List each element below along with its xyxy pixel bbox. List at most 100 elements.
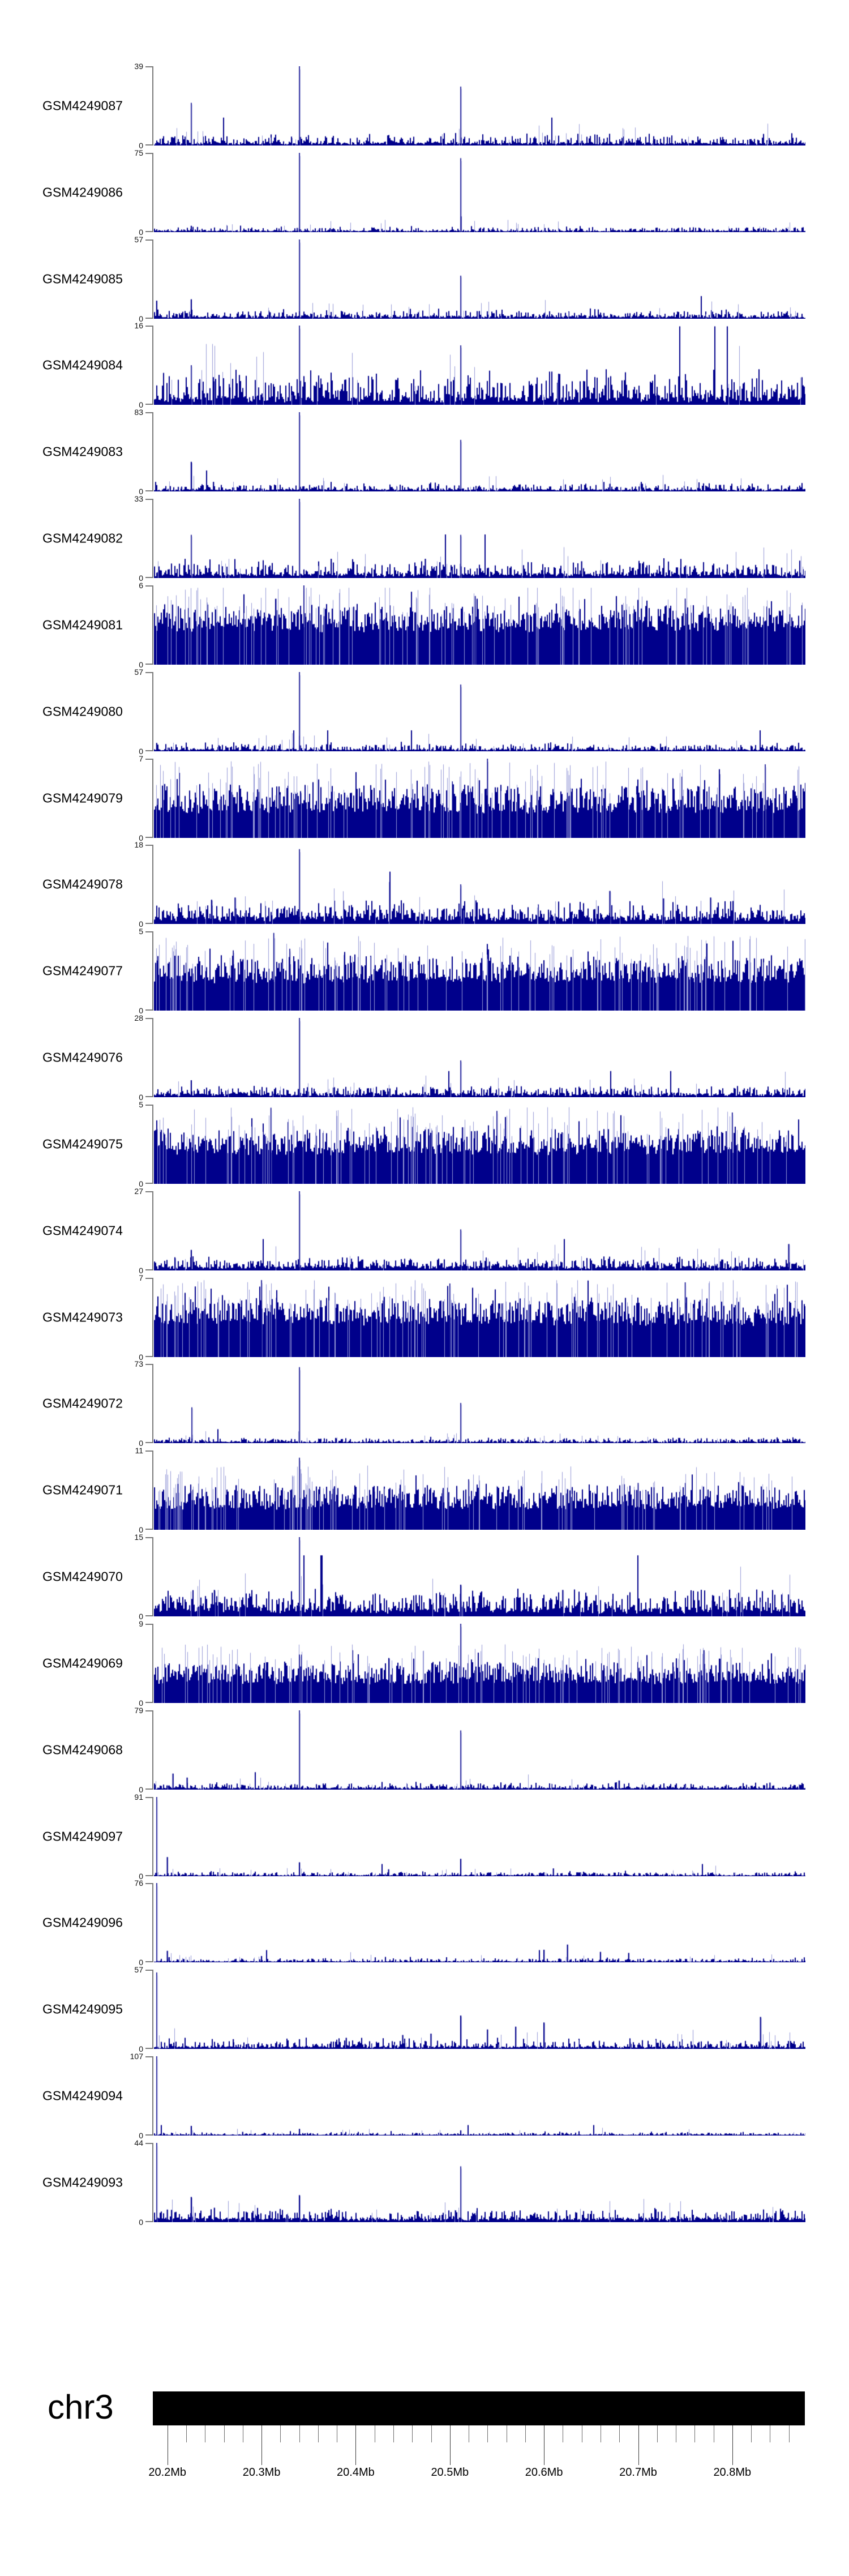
track-y-axis-line [152, 845, 153, 924]
track-row: GSM4249083 83 0 [0, 408, 849, 495]
ruler-minor-tick [299, 2425, 300, 2442]
track-signal-canvas [154, 845, 805, 924]
ruler-minor-tick [186, 2425, 187, 2442]
track-ymin-label: 0 [139, 1958, 143, 1967]
track-ymin-label: 0 [139, 487, 143, 496]
track-ymax-label: 11 [135, 1446, 143, 1455]
ruler-tick-label: 20.2Mb [148, 2466, 187, 2479]
track-row: GSM4249084 16 0 [0, 322, 849, 409]
track-label: GSM4249073 [42, 1310, 123, 1325]
axis-tick-bottom [145, 1356, 153, 1357]
ruler-minor-tick [694, 2425, 696, 2442]
track-label: GSM4249070 [42, 1569, 123, 1584]
track-label: GSM4249096 [42, 1915, 123, 1930]
track-label: GSM4249078 [42, 876, 123, 892]
track-signal-canvas [154, 1710, 805, 1790]
ruler-minor-tick [280, 2425, 281, 2442]
axis-tick-top [145, 1105, 153, 1106]
axis-tick-bottom [145, 231, 153, 232]
track-label: GSM4249095 [42, 2001, 123, 2017]
track-ymin-label: 0 [139, 314, 143, 323]
track-row: GSM4249086 75 0 [0, 149, 849, 236]
track-label: GSM4249085 [42, 271, 123, 286]
track-row: GSM4249072 73 0 [0, 1360, 849, 1447]
track-label: GSM4249093 [42, 2175, 123, 2190]
axis-tick-bottom [145, 1183, 153, 1184]
track-ymax-label: 5 [139, 927, 143, 936]
track-signal-canvas [154, 1970, 805, 2049]
track-y-axis-line [152, 1105, 153, 1184]
axis-tick-bottom [145, 1875, 153, 1876]
axis-tick-top [145, 1364, 153, 1365]
track-ymax-label: 44 [134, 2138, 143, 2147]
track-label: GSM4249083 [42, 444, 123, 459]
track-ymin-label: 0 [139, 1612, 143, 1621]
track-ymin-label: 0 [139, 1785, 143, 1794]
ruler-tick-label: 20.4Mb [337, 2466, 375, 2479]
axis-tick-top [145, 499, 153, 500]
chromosome-ideogram [153, 2391, 805, 2425]
track-label: GSM4249077 [42, 963, 123, 978]
ruler-minor-tick [393, 2425, 394, 2442]
track-ymax-label: 91 [134, 1792, 143, 1802]
track-signal-canvas [154, 1450, 805, 1530]
axis-tick-bottom [145, 2221, 153, 2222]
axis-tick-top [145, 412, 153, 413]
track-label: GSM4249075 [42, 1136, 123, 1152]
track-ymin-label: 0 [139, 1525, 143, 1534]
axis-tick-top [145, 239, 153, 241]
track-label: GSM4249079 [42, 790, 123, 806]
track-ymin-label: 0 [139, 2044, 143, 2053]
track-signal-canvas [154, 412, 805, 491]
track-ymin-label: 0 [139, 1179, 143, 1188]
ruler-major-tick [732, 2425, 733, 2465]
track-label: GSM4249072 [42, 1396, 123, 1411]
track-ymax-label: 57 [134, 235, 143, 244]
track-y-axis-line [152, 1883, 153, 1962]
axis-tick-bottom [145, 2134, 153, 2136]
track-row: GSM4249069 9 0 [0, 1620, 849, 1707]
ruler-minor-tick [657, 2425, 658, 2442]
ruler-major-tick [638, 2425, 639, 2465]
track-signal-canvas [154, 1537, 805, 1616]
track-signal-canvas [154, 1797, 805, 1876]
axis-tick-top [145, 1797, 153, 1798]
track-row: GSM4249074 27 0 [0, 1187, 849, 1274]
track-signal-canvas [154, 1018, 805, 1097]
track-row: GSM4249071 11 0 [0, 1446, 849, 1534]
track-y-axis-line [152, 1278, 153, 1357]
track-label: GSM4249080 [42, 704, 123, 719]
ruler-tick-label: 20.6Mb [525, 2466, 563, 2479]
track-ymin-label: 0 [139, 141, 143, 150]
axis-tick-top [145, 1970, 153, 1971]
track-row: GSM4249095 57 0 [0, 1966, 849, 2053]
track-ymax-label: 76 [134, 1878, 143, 1888]
track-ymax-label: 6 [139, 581, 143, 590]
track-signal-canvas [154, 931, 805, 1011]
track-ymin-label: 0 [139, 574, 143, 583]
track-label: GSM4249087 [42, 98, 123, 113]
track-ymax-label: 18 [134, 840, 143, 849]
track-y-axis-line [152, 1970, 153, 2049]
track-ymin-label: 0 [139, 1872, 143, 1881]
ruler-minor-tick [224, 2425, 225, 2442]
track-signal-canvas [154, 239, 805, 319]
track-row: GSM4249096 76 0 [0, 1879, 849, 1966]
track-y-axis-line [152, 1018, 153, 1097]
track-signal-canvas [154, 672, 805, 751]
track-signal-canvas [154, 153, 805, 232]
track-label: GSM4249094 [42, 2088, 123, 2103]
track-label: GSM4249086 [42, 185, 123, 200]
track-y-axis-line [152, 1450, 153, 1530]
ruler-minor-tick [431, 2425, 432, 2442]
axis-tick-top [145, 66, 153, 67]
track-y-axis-line [152, 1710, 153, 1790]
ruler-tick-label: 20.7Mb [619, 2466, 657, 2479]
axis-tick-top [145, 1278, 153, 1279]
track-signal-canvas [154, 66, 805, 146]
track-row: GSM4249094 107 0 [0, 2052, 849, 2139]
axis-tick-bottom [145, 318, 153, 319]
track-y-axis-line [152, 239, 153, 319]
track-ymin-label: 0 [139, 1006, 143, 1015]
